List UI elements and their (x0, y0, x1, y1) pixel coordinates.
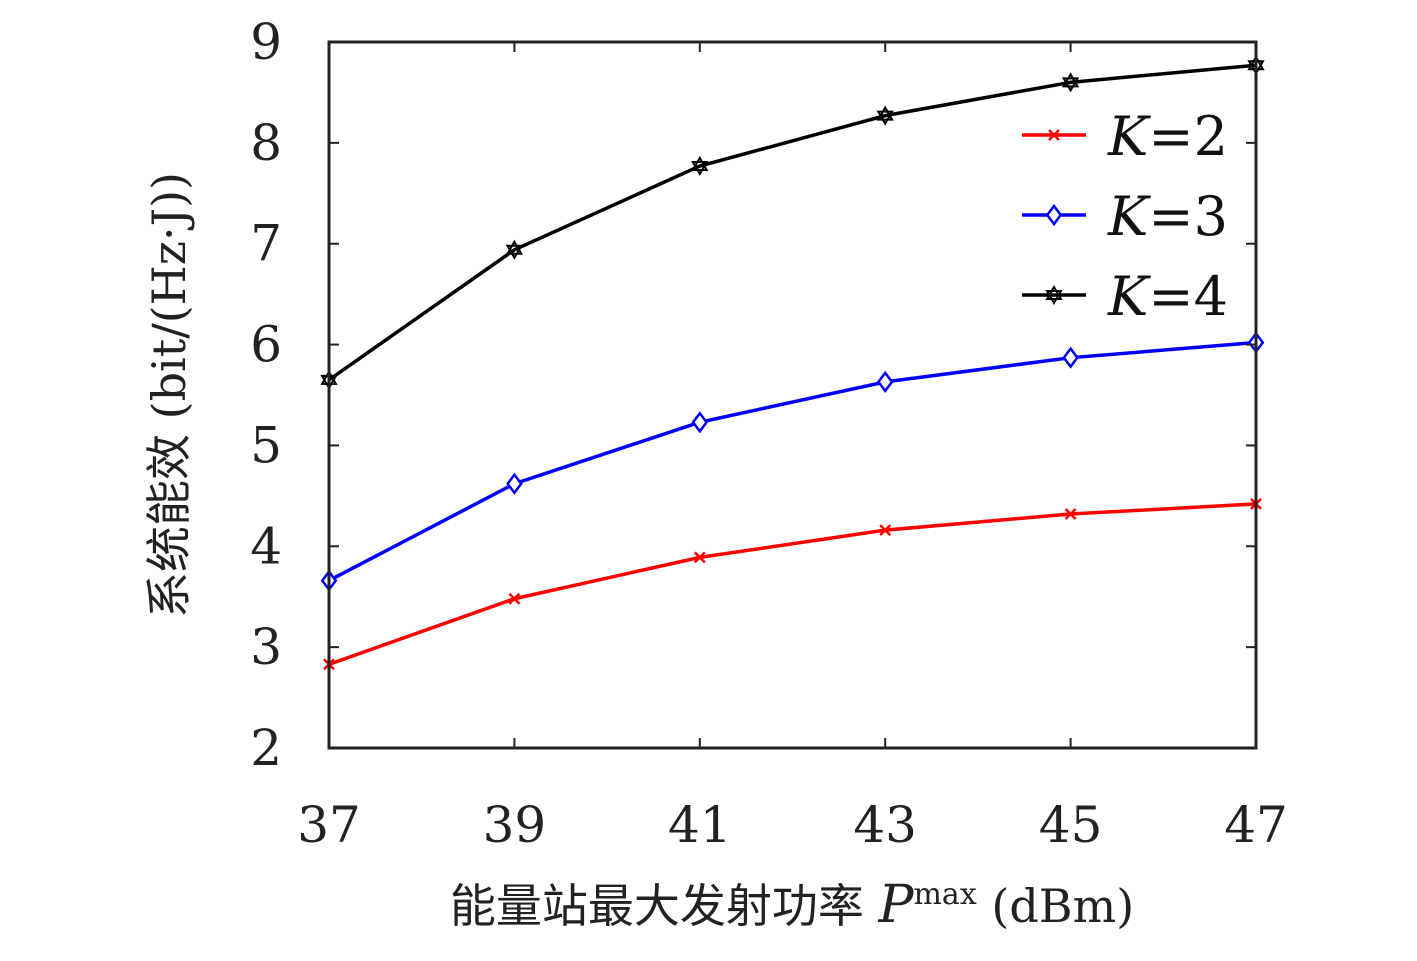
legend: K=2K=3K=4 (1022, 105, 1228, 328)
series-K-2 (323, 498, 1262, 671)
legend-label: K=2 (1107, 105, 1228, 168)
series-line (328, 340, 1257, 583)
legend-eq: =2 (1148, 105, 1228, 168)
legend-var: K (1107, 265, 1151, 328)
series-line (328, 502, 1257, 666)
legend-eq: =4 (1148, 265, 1228, 328)
plot-frame (327, 40, 1258, 750)
x-tick-label: 39 (483, 796, 547, 854)
diamond-marker (1062, 346, 1079, 369)
diamond-marker (1045, 203, 1063, 227)
x-label-unit: (dBm) (977, 879, 1134, 933)
x-tick-label: 45 (1039, 796, 1103, 854)
x-marker (879, 524, 892, 537)
hexagram-marker (876, 105, 894, 121)
diamond-marker (876, 370, 894, 393)
legend-var: K (1107, 185, 1151, 248)
y-tick-label: 6 (250, 316, 282, 374)
y-tick-label: 8 (250, 114, 282, 172)
x-tick-label: 43 (853, 796, 917, 854)
diamond-marker (506, 472, 523, 495)
x-marker (1064, 508, 1077, 520)
legend-entry: K=2 (1022, 105, 1228, 168)
series-K-4 (320, 55, 1265, 390)
x-axis-label: 能量站最大发射功率 Pmax (dBm) (450, 875, 1134, 935)
x-tick-label: 41 (668, 796, 732, 854)
legend-label: K=3 (1107, 185, 1228, 248)
y-tick-label: 7 (250, 215, 282, 273)
diamond-marker (691, 411, 709, 434)
x-marker (508, 592, 521, 605)
y-tick-label: 5 (250, 416, 282, 474)
x-marker (693, 551, 706, 564)
hexagram-marker (1045, 285, 1063, 300)
hexagram-marker (691, 161, 709, 177)
y-tick-label: 9 (250, 13, 282, 71)
x-label-text: 能量站最大发射功率 (450, 879, 879, 933)
legend-label: K=4 (1107, 265, 1228, 328)
legend-entry: K=4 (1022, 265, 1228, 328)
hexagram-marker (505, 244, 524, 260)
x-label-var: P (877, 875, 914, 935)
y-tick-label: 4 (250, 517, 282, 575)
hexagram-marker (1045, 290, 1063, 305)
legend-var: K (1107, 105, 1151, 168)
hexagram-marker (876, 110, 894, 126)
series-line (327, 63, 1257, 382)
hexagram-marker (691, 156, 709, 172)
legend-entry: K=3 (1022, 185, 1228, 248)
y-axis-label: 系统能效 (bit/(Hz·J)) (142, 172, 196, 618)
series-K-3 (320, 331, 1265, 592)
y-tick-label: 2 (250, 719, 282, 777)
legend-eq: =3 (1148, 185, 1228, 248)
x-label-sup: max (913, 877, 976, 912)
x-tick-label: 47 (1224, 796, 1288, 854)
hexagram-marker (1061, 72, 1080, 88)
hexagram-marker (1061, 77, 1080, 93)
x-marker (1048, 129, 1060, 141)
hexagram-marker (505, 239, 524, 255)
x-tick-label: 37 (297, 796, 361, 854)
y-tick-label: 3 (250, 618, 282, 676)
